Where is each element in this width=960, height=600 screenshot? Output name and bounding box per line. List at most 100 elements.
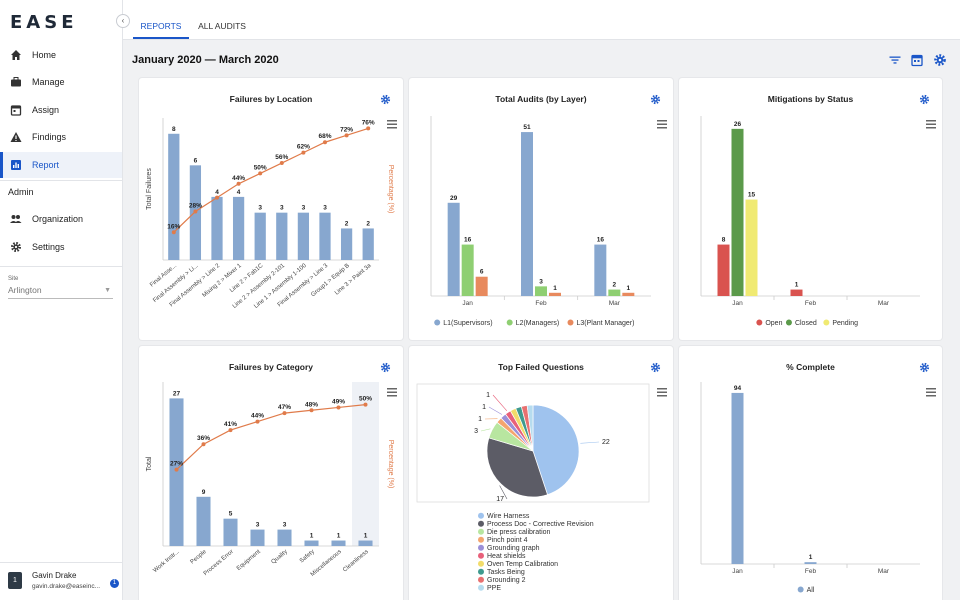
data-label: 4 <box>215 189 219 196</box>
admin-section-label: Admin <box>8 187 34 197</box>
hamburger-menu-icon[interactable] <box>657 116 667 129</box>
legend-label: Open <box>765 320 782 327</box>
bar-chart-icon <box>9 159 22 172</box>
data-label: 3 <box>323 205 327 212</box>
legend-marker <box>478 560 484 567</box>
data-label: 15 <box>748 192 756 199</box>
legend-label: Die press calibration <box>487 529 551 536</box>
tab-all-audits[interactable]: ALL AUDITS <box>198 21 246 31</box>
hamburger-menu-icon[interactable] <box>657 384 667 397</box>
hamburger-menu-icon[interactable] <box>387 116 397 129</box>
bar <box>276 212 288 260</box>
sidebar-item-home[interactable]: Home <box>0 42 122 68</box>
sidebar-item-report[interactable]: Report <box>0 152 122 178</box>
bar <box>790 289 803 296</box>
gear-icon[interactable] <box>380 92 391 105</box>
data-label: 8 <box>722 237 726 244</box>
legend-label: Closed <box>795 320 817 327</box>
bar <box>169 398 184 546</box>
people-icon <box>9 213 22 226</box>
legend-marker <box>478 528 484 535</box>
site-select[interactable]: Arlington ▼ <box>8 285 113 299</box>
bar <box>223 518 238 546</box>
data-label: 1 <box>809 554 813 561</box>
notification-badge[interactable]: 1 <box>110 579 119 588</box>
x-tick-label: Mar <box>878 300 890 307</box>
x-tick-label: Quality <box>271 549 289 566</box>
sidebar-item-findings[interactable]: Findings <box>0 124 122 150</box>
gear-icon[interactable] <box>650 360 661 373</box>
legend-label: Grounding 2 <box>487 577 526 584</box>
failures-by-category-chart: Total Percentage (%) 27 Work Instr... 9 Peopl… <box>146 382 394 578</box>
line-label: 16% <box>167 223 180 230</box>
data-label: 1 <box>553 285 557 292</box>
caret-down-icon: ▼ <box>104 287 111 294</box>
x-tick-label: Feb <box>805 568 817 575</box>
hamburger-menu-icon[interactable] <box>926 116 936 129</box>
tab-reports[interactable]: REPORTS <box>133 13 189 39</box>
gear-icon[interactable] <box>919 360 930 373</box>
x-tick-label: Mar <box>609 300 621 307</box>
sidebar-item-assign[interactable]: Assign <box>0 97 122 123</box>
gear-icon[interactable] <box>650 92 661 105</box>
legend-marker <box>478 544 484 551</box>
filter-icon[interactable] <box>888 53 902 67</box>
line-label: 62% <box>297 144 310 151</box>
sidebar-item-settings[interactable]: Settings <box>0 234 122 260</box>
collapse-sidebar-button[interactable]: ‹ <box>116 14 130 28</box>
hamburger-menu-icon[interactable] <box>387 384 397 397</box>
top-tab-bar: REPORTS ALL AUDITS <box>123 0 960 40</box>
sidebar-item-label: Findings <box>32 132 67 142</box>
pie-leader-line <box>480 428 491 432</box>
bar <box>297 212 310 260</box>
line-label: 47% <box>278 404 291 411</box>
bar <box>745 199 758 296</box>
data-label: 94 <box>734 385 742 392</box>
line-label: 36% <box>197 435 210 442</box>
legend-marker <box>478 512 484 519</box>
sidebar-item-label: Report <box>32 160 60 170</box>
data-label: 2 <box>613 282 617 289</box>
gear-icon[interactable] <box>919 92 930 105</box>
x-tick-label: Equipment <box>236 549 262 572</box>
chart-title: Mitigations by Status <box>767 94 854 104</box>
data-label: 1 <box>337 533 341 540</box>
line-point <box>193 209 198 214</box>
bar <box>331 540 346 546</box>
pie-label: 3 <box>474 428 478 435</box>
x-tick-label: Work Instr... <box>152 549 181 574</box>
legend-marker <box>756 319 763 326</box>
sidebar-item-label: Manage <box>32 77 65 87</box>
ease-logo[interactable]: EASE <box>10 12 78 33</box>
x-tick-label: Jan <box>732 568 743 575</box>
user-profile[interactable]: 1 Gavin Drake gavin.drake@easeinc... 1 <box>0 562 122 600</box>
sidebar-item-manage[interactable]: Manage <box>0 69 122 95</box>
line-label: 49% <box>332 398 345 405</box>
legend-label: L3(Plant Manager) <box>577 320 635 327</box>
highlight-band <box>352 382 379 546</box>
legend-marker <box>506 319 513 326</box>
card-failures-by-location: Failures by Location Total Failures Perce… <box>139 78 403 340</box>
data-label: 1 <box>627 285 631 292</box>
total-audits-chart: Total29166Jan5131Feb1621MarL1(Supervisor… <box>430 116 651 327</box>
bar <box>535 286 547 296</box>
bar <box>304 540 319 546</box>
calendar-icon <box>9 104 22 117</box>
settings-gear-icon[interactable] <box>933 53 947 67</box>
sidebar-item-organization[interactable]: Organization <box>0 206 122 232</box>
calendar-icon[interactable] <box>910 53 924 67</box>
pie-frame <box>416 383 650 503</box>
legend-label: Heat shields <box>487 553 526 560</box>
hamburger-menu-icon[interactable] <box>926 384 936 397</box>
x-tick-label: Feb <box>535 300 547 307</box>
bar <box>549 292 561 296</box>
card-top-failed-questions: Top Failed Questions 22 17 3 1 1 1 Wire Harnes… <box>409 346 673 600</box>
line-point <box>174 467 179 472</box>
data-label: 3 <box>539 278 543 285</box>
bar <box>622 292 635 296</box>
line-point <box>323 140 327 145</box>
pie-slice <box>532 404 580 496</box>
gear-icon[interactable] <box>380 360 391 373</box>
